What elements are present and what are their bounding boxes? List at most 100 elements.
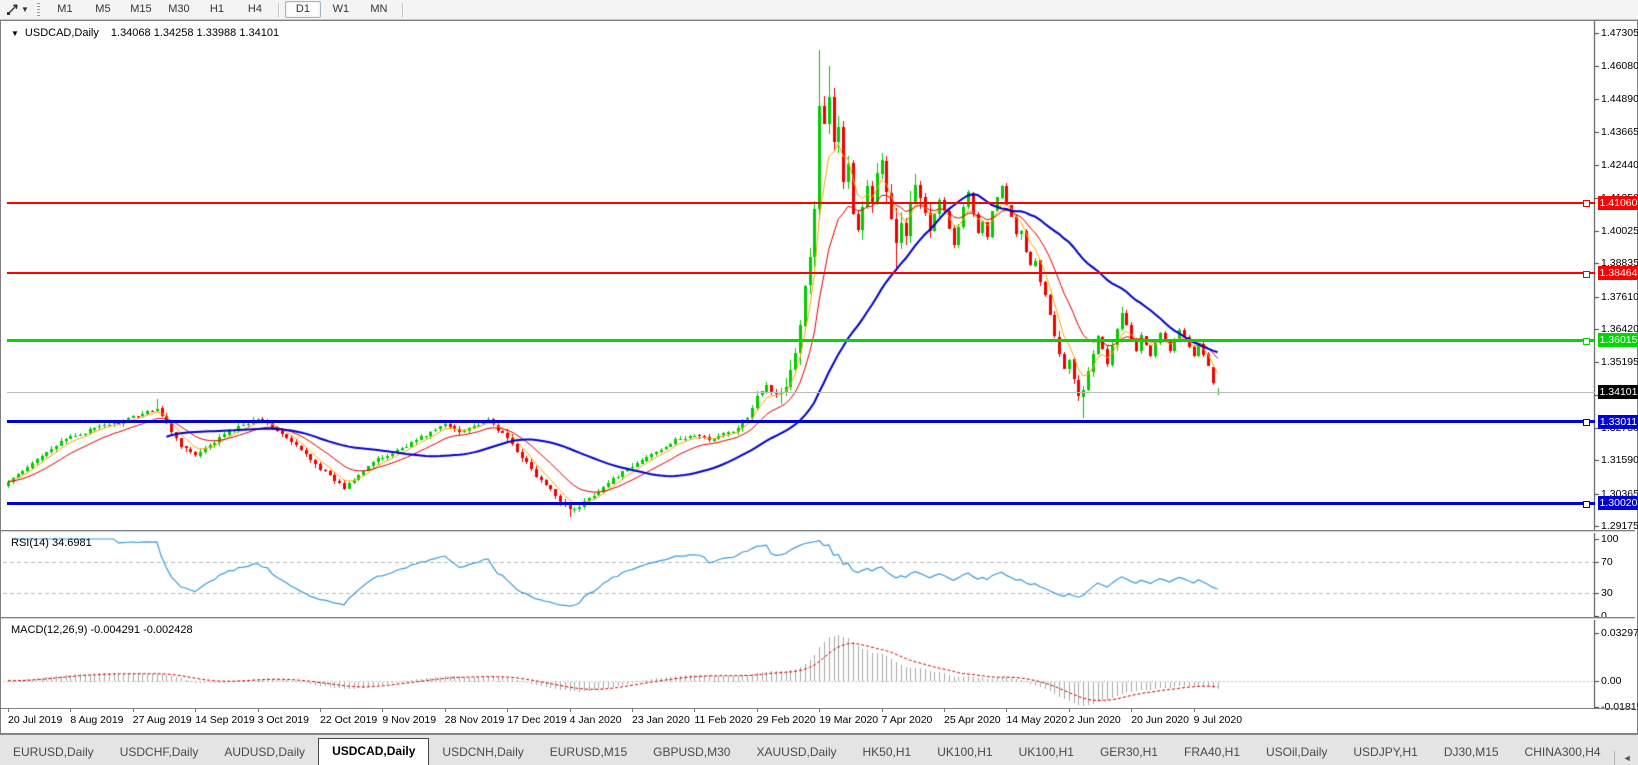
timeframe-button-d1[interactable]: D1 <box>284 1 321 18</box>
timeframe-button-h1[interactable]: H1 <box>209 3 224 15</box>
tab-uk100-h1[interactable]: UK100,H1 <box>1018 745 1074 759</box>
price-level-line[interactable] <box>7 339 1595 342</box>
level-line-handle[interactable] <box>1583 419 1590 426</box>
timeframe-button-mn[interactable]: MN <box>370 3 388 15</box>
toolbar-separator <box>401 2 404 17</box>
timeframe-button-m1[interactable]: M1 <box>57 3 73 15</box>
date-axis-label: 14 May 2020 <box>1006 714 1068 726</box>
level-line-handle[interactable] <box>1583 338 1590 345</box>
level-line-handle[interactable] <box>1583 501 1590 508</box>
date-axis-tick <box>881 709 883 712</box>
date-axis-tick <box>819 709 821 712</box>
cursor-tool-icon <box>6 3 19 16</box>
price-axis-tick: 1.35195 <box>1601 356 1638 369</box>
chart-title[interactable]: ▼ USDCAD,Daily 1.34068 1.34258 1.33988 1… <box>11 27 279 39</box>
price-level-tag: 1.38464 <box>1598 266 1638 280</box>
date-axis-label: 17 Dec 2019 <box>507 714 567 726</box>
price-axis-tick: 1.29175 <box>1601 520 1638 532</box>
chart-dropdown-icon[interactable]: ▼ <box>11 28 19 38</box>
date-axis-label: 8 Aug 2019 <box>70 714 124 726</box>
date-axis-label: 20 Jul 2019 <box>8 714 63 726</box>
date-axis-label: 29 Feb 2020 <box>756 714 816 726</box>
level-line-handle[interactable] <box>1583 200 1590 207</box>
date-axis-tick <box>195 709 197 712</box>
tab-xauusd-daily[interactable]: XAUUSD,Daily <box>756 745 837 759</box>
timeframe-button-m30[interactable]: M30 <box>168 3 190 15</box>
tab-usoil-daily[interactable]: USOil,Daily <box>1266 745 1328 759</box>
timeframe-button-m15[interactable]: M15 <box>130 3 152 15</box>
date-axis[interactable]: 20 Jul 2019 8 Aug 2019 27 Aug 2019 14 Sep 2… <box>1 709 1635 731</box>
price-level-tag: 1.33011 <box>1598 415 1638 429</box>
macd-chart-canvas[interactable] <box>1 620 1635 708</box>
price-axis-tick: 1.40025 <box>1601 224 1638 237</box>
top-toolbar: ▼ M1 M5 M15 M30 H1 H4 D1 W1 MN <box>0 0 1638 20</box>
price-axis-tick: 1.46080 <box>1601 60 1638 73</box>
tab-usdchf-daily[interactable]: USDCHF,Daily <box>119 745 199 759</box>
date-axis-label: 9 Jul 2020 <box>1193 714 1243 726</box>
toolbar-separator <box>277 2 280 17</box>
date-axis-tick <box>507 709 509 712</box>
date-axis-tick <box>1193 709 1195 712</box>
timeframe-button-w1[interactable]: W1 <box>332 3 350 15</box>
price-chart-canvas[interactable] <box>1 21 1635 530</box>
price-axis-tick: 1.31590 <box>1601 454 1638 467</box>
tab-eurusd-m15[interactable]: EURUSD,M15 <box>549 745 628 759</box>
price-level-line[interactable] <box>7 420 1595 423</box>
tab-fra40-h1[interactable]: FRA40,H1 <box>1183 745 1241 759</box>
price-axis-tick: 1.44890 <box>1601 92 1638 105</box>
date-axis-tick <box>632 709 633 712</box>
date-axis-label: 14 Sep 2019 <box>195 714 255 726</box>
date-axis-label: 7 Apr 2020 <box>881 714 933 726</box>
tab-usdcnh-daily[interactable]: USDCNH,Daily <box>442 745 524 759</box>
price-level-line[interactable] <box>7 502 1595 505</box>
date-axis-tick <box>756 709 758 712</box>
tab-usdcad-daily[interactable]: USDCAD,Daily <box>318 738 430 765</box>
macd-axis-tick: -0.01815 <box>1601 701 1638 713</box>
date-axis-label: 19 Mar 2020 <box>819 714 879 726</box>
date-axis-label: 22 Oct 2019 <box>320 714 378 726</box>
timeframe-button-h4[interactable]: H4 <box>247 3 262 15</box>
level-line-handle[interactable] <box>1583 271 1590 278</box>
date-axis-tick <box>569 709 571 712</box>
toolbar-grip[interactable] <box>36 3 40 16</box>
tab-usdjpy-h1[interactable]: USDJPY,H1 <box>1353 745 1418 759</box>
rsi-axis-tick: 30 <box>1601 586 1613 599</box>
price-level-line[interactable] <box>7 202 1595 204</box>
rsi-indicator-label: RSI(14) 34.6981 <box>11 537 92 549</box>
tab-gbpusd-m30[interactable]: GBPUSD,M30 <box>653 745 731 759</box>
tab-scroll-left-icon[interactable]: ◄ <box>1622 753 1632 763</box>
tab-uk100-h1[interactable]: UK100,H1 <box>937 745 993 759</box>
chart-symbol-period: USDCAD,Daily <box>24 27 99 39</box>
price-level-line[interactable] <box>7 272 1595 274</box>
current-price-tag: 1.34101 <box>1598 385 1638 399</box>
pane-separator[interactable] <box>1 530 1635 533</box>
tab-separator <box>1613 751 1615 765</box>
tab-ger30-h1[interactable]: GER30,H1 <box>1099 745 1158 759</box>
date-axis-label: 4 Jan 2020 <box>569 714 622 726</box>
date-axis-label: 2 Jun 2020 <box>1068 714 1121 726</box>
timeframe-button-m5[interactable]: M5 <box>95 3 111 15</box>
date-axis-tick <box>694 709 696 712</box>
date-axis-label: 28 Nov 2019 <box>444 714 505 726</box>
cursor-tool-button[interactable]: ▼ <box>2 1 33 18</box>
tab-china300-h4[interactable]: CHINA300,H4 <box>1524 745 1601 759</box>
tab-eurusd-daily[interactable]: EURUSD,Daily <box>13 745 94 759</box>
tab-audusd-daily[interactable]: AUDUSD,Daily <box>224 745 306 759</box>
tab-hk50-h1[interactable]: HK50,H1 <box>862 745 912 759</box>
price-axis-tick: 1.43665 <box>1601 125 1638 138</box>
timeframe-toolbar: M1 M5 M15 M30 H1 H4 D1 W1 MN <box>46 1 408 18</box>
date-axis-tick <box>70 709 72 712</box>
date-axis-tick <box>257 709 259 712</box>
date-axis-tick <box>1006 709 1008 712</box>
tab-nav: ◄► <box>1613 751 1638 765</box>
pane-separator[interactable] <box>1 617 1635 620</box>
price-level-line[interactable] <box>7 392 1595 393</box>
rsi-chart-canvas[interactable] <box>1 533 1635 617</box>
tab-dj30-m15[interactable]: DJ30,M15 <box>1443 745 1499 759</box>
chart-ohlc-values: 1.34068 1.34258 1.33988 1.34101 <box>110 27 280 39</box>
date-axis-tick <box>320 709 321 712</box>
date-axis-tick <box>132 709 134 712</box>
price-level-tag: 1.41060 <box>1598 196 1638 210</box>
date-axis-label: 3 Oct 2019 <box>257 714 309 726</box>
date-axis-tick <box>8 709 9 712</box>
